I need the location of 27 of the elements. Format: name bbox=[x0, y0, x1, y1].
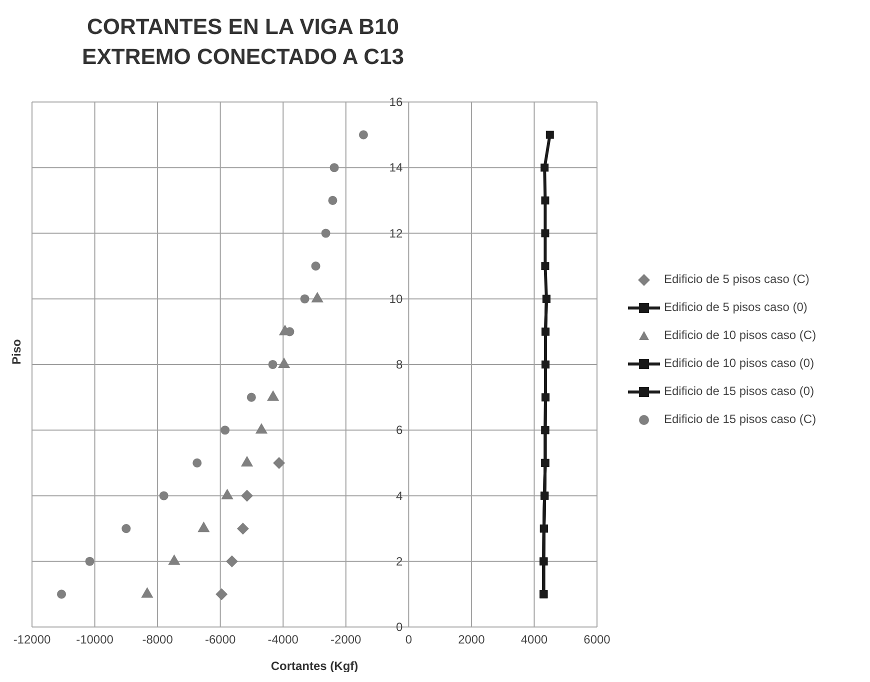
legend-label: Edificio de 15 pisos caso (0) bbox=[663, 384, 816, 400]
x-tick-label: -2000 bbox=[330, 632, 362, 647]
y-tick-label: 8 bbox=[396, 358, 403, 372]
y-tick-label: 16 bbox=[389, 95, 403, 109]
x-tick-label: -8000 bbox=[142, 632, 174, 647]
x-tick-label: -10000 bbox=[76, 632, 114, 647]
x-tick-label: -4000 bbox=[268, 632, 299, 647]
x-tick-label: 0 bbox=[405, 632, 412, 647]
legend-label: Edificio de 15 pisos caso (C) bbox=[663, 412, 818, 428]
legend-label: Edificio de 5 pisos caso (0) bbox=[663, 300, 808, 316]
y-tick-label: 6 bbox=[396, 423, 403, 438]
chart-title: CORTANTES EN LA VIGA B10 EXTREMO CONECTADO A C13 bbox=[81, 13, 405, 71]
legend-label: Edificio de 10 pisos caso (C) bbox=[663, 328, 818, 344]
y-axis-title: Piso bbox=[9, 339, 24, 364]
y-tick-label: 14 bbox=[389, 160, 403, 175]
x-tick-label: -12000 bbox=[13, 632, 52, 647]
y-tick-label: 4 bbox=[396, 488, 403, 503]
x-tick-label: 2000 bbox=[458, 632, 486, 647]
y-tick-label: 0 bbox=[396, 620, 403, 634]
x-tick-label: 4000 bbox=[520, 632, 548, 647]
legend-label: Edificio de 5 pisos caso (C) bbox=[663, 272, 810, 288]
y-tick-label: 12 bbox=[389, 226, 403, 240]
y-tick-label: 10 bbox=[389, 292, 403, 306]
legend-label: Edificio de 10 pisos caso (0) bbox=[663, 356, 816, 372]
y-tick-label: 2 bbox=[396, 554, 403, 568]
x-tick-label: -6000 bbox=[204, 632, 236, 647]
x-tick-label: 6000 bbox=[584, 632, 611, 647]
